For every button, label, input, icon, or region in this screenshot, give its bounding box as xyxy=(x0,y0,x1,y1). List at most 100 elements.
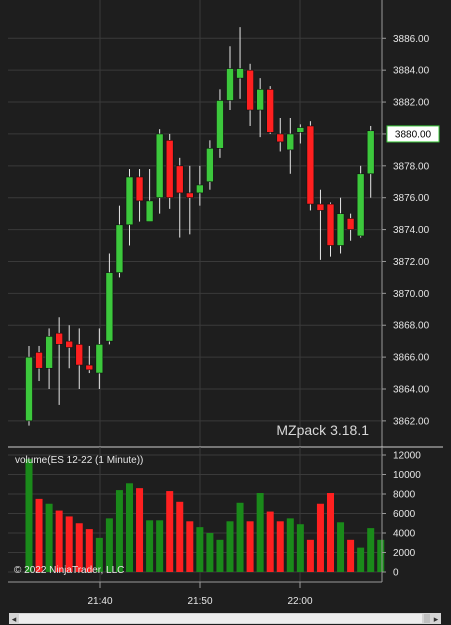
candle-body xyxy=(175,165,184,194)
candle-body xyxy=(145,200,154,222)
price-tick-label: 3878.00 xyxy=(393,161,430,172)
volume-bar xyxy=(115,490,123,572)
price-tick-label: 3870.00 xyxy=(393,289,430,300)
volume-bar xyxy=(126,483,133,572)
candle-body xyxy=(95,344,104,374)
volume-bar xyxy=(25,458,33,572)
candle-body xyxy=(85,364,94,371)
volume-bar xyxy=(226,521,234,572)
candle-body xyxy=(216,100,224,149)
volume-bar xyxy=(216,539,224,572)
volume-bar xyxy=(176,501,184,572)
price-tick-label: 3872.00 xyxy=(393,257,430,268)
price-tick-label: 3876.00 xyxy=(393,193,430,204)
volume-bar xyxy=(377,539,385,572)
volume-bar xyxy=(306,539,314,572)
price-grid xyxy=(8,0,381,447)
scrollbar-handle[interactable] xyxy=(424,614,430,623)
volume-panel xyxy=(8,447,385,582)
price-panel xyxy=(8,0,381,447)
last-price-box-background xyxy=(386,125,440,143)
volume-bar xyxy=(35,498,43,572)
volume-bar xyxy=(156,520,164,572)
volume-axis[interactable]: 0 2000 4000 6000 8000 10000 12000 xyxy=(382,451,421,579)
candle-body xyxy=(75,344,84,366)
candle-body xyxy=(55,332,63,345)
candle-body xyxy=(326,203,335,246)
candle-body xyxy=(366,130,375,175)
volume-bar xyxy=(367,528,375,572)
price-tick-label: 3874.00 xyxy=(393,225,430,236)
volume-bar xyxy=(347,539,355,572)
volume-tick-label: 0 xyxy=(393,568,399,579)
volume-bar xyxy=(146,520,154,572)
price-tick-label: 3884.00 xyxy=(393,66,430,77)
volume-bar xyxy=(166,491,174,572)
time-tick-label: 21:40 xyxy=(87,596,112,607)
candle-body xyxy=(25,356,33,422)
candles xyxy=(25,27,375,426)
time-tick-label: 22:00 xyxy=(287,596,312,607)
volume-bar xyxy=(85,529,93,572)
volume-tick-label: 2000 xyxy=(393,548,416,559)
volume-tick-label: 8000 xyxy=(393,490,416,501)
volume-bar xyxy=(75,523,83,572)
candle-body xyxy=(135,176,144,202)
scrollbar-thumb[interactable] xyxy=(19,614,422,623)
volume-bar xyxy=(196,527,204,572)
candle-body xyxy=(346,218,355,230)
volume-bar xyxy=(296,524,304,572)
volume-bar xyxy=(286,518,294,572)
volume-bar xyxy=(65,516,73,572)
scroll-left-icon[interactable]: ◂ xyxy=(12,614,17,624)
volume-bar xyxy=(246,521,254,572)
candle-body xyxy=(155,133,164,198)
price-tick-label: 3862.00 xyxy=(393,416,430,427)
volume-bar xyxy=(186,521,194,572)
volume-tick-label: 4000 xyxy=(393,529,416,540)
candle-body xyxy=(196,184,204,194)
volume-bar xyxy=(136,488,144,572)
volume-bar xyxy=(236,502,244,572)
last-price-box: 3880.00 xyxy=(386,125,440,143)
candle-body xyxy=(115,224,124,273)
volume-bar xyxy=(276,521,284,572)
volume-bar xyxy=(45,503,53,572)
volume-bar xyxy=(256,493,264,572)
price-tick-label: 3866.00 xyxy=(393,353,430,364)
candle-body xyxy=(186,192,194,198)
candle-body xyxy=(296,127,305,133)
volume-tick-label: 10000 xyxy=(393,470,421,481)
price-tick-label: 3882.00 xyxy=(393,98,430,109)
candle-body xyxy=(256,88,264,111)
candle-body xyxy=(336,213,345,246)
candle-body xyxy=(276,133,285,143)
watermark: MZpack 3.18.1 xyxy=(276,422,369,438)
volume-bar xyxy=(337,522,345,572)
price-tick-label: 3886.00 xyxy=(393,34,430,45)
horizontal-scrollbar[interactable]: ◂ ▸ xyxy=(9,613,441,624)
volume-panel-title: volume(ES 12-22 (1 Minute)) xyxy=(15,455,143,466)
volume-tick-label: 6000 xyxy=(393,509,416,520)
candle-body xyxy=(246,69,254,111)
volume-bar xyxy=(266,511,274,572)
candle-body xyxy=(45,336,53,369)
copyright-label: © 2022 NinjaTrader, LLC xyxy=(14,565,124,576)
volume-bar xyxy=(95,537,103,572)
candle-body xyxy=(65,340,73,348)
time-axis[interactable]: 21:40 21:50 22:00 xyxy=(87,582,313,607)
candle-body xyxy=(286,133,295,151)
candle-body xyxy=(306,125,315,205)
volume-bar xyxy=(105,518,113,572)
price-axis[interactable]: 3862.00 3864.00 3866.00 3868.00 3870.00 3872.… xyxy=(382,34,430,428)
scroll-right-icon[interactable]: ▸ xyxy=(434,614,439,624)
volume-bar xyxy=(55,510,63,572)
candle-body xyxy=(266,88,275,133)
volume-bar xyxy=(357,547,365,572)
volume-bars xyxy=(25,458,385,572)
candle-body xyxy=(206,147,214,183)
candle-body xyxy=(105,272,114,342)
candle-body xyxy=(35,352,43,369)
price-tick-label: 3868.00 xyxy=(393,321,430,332)
